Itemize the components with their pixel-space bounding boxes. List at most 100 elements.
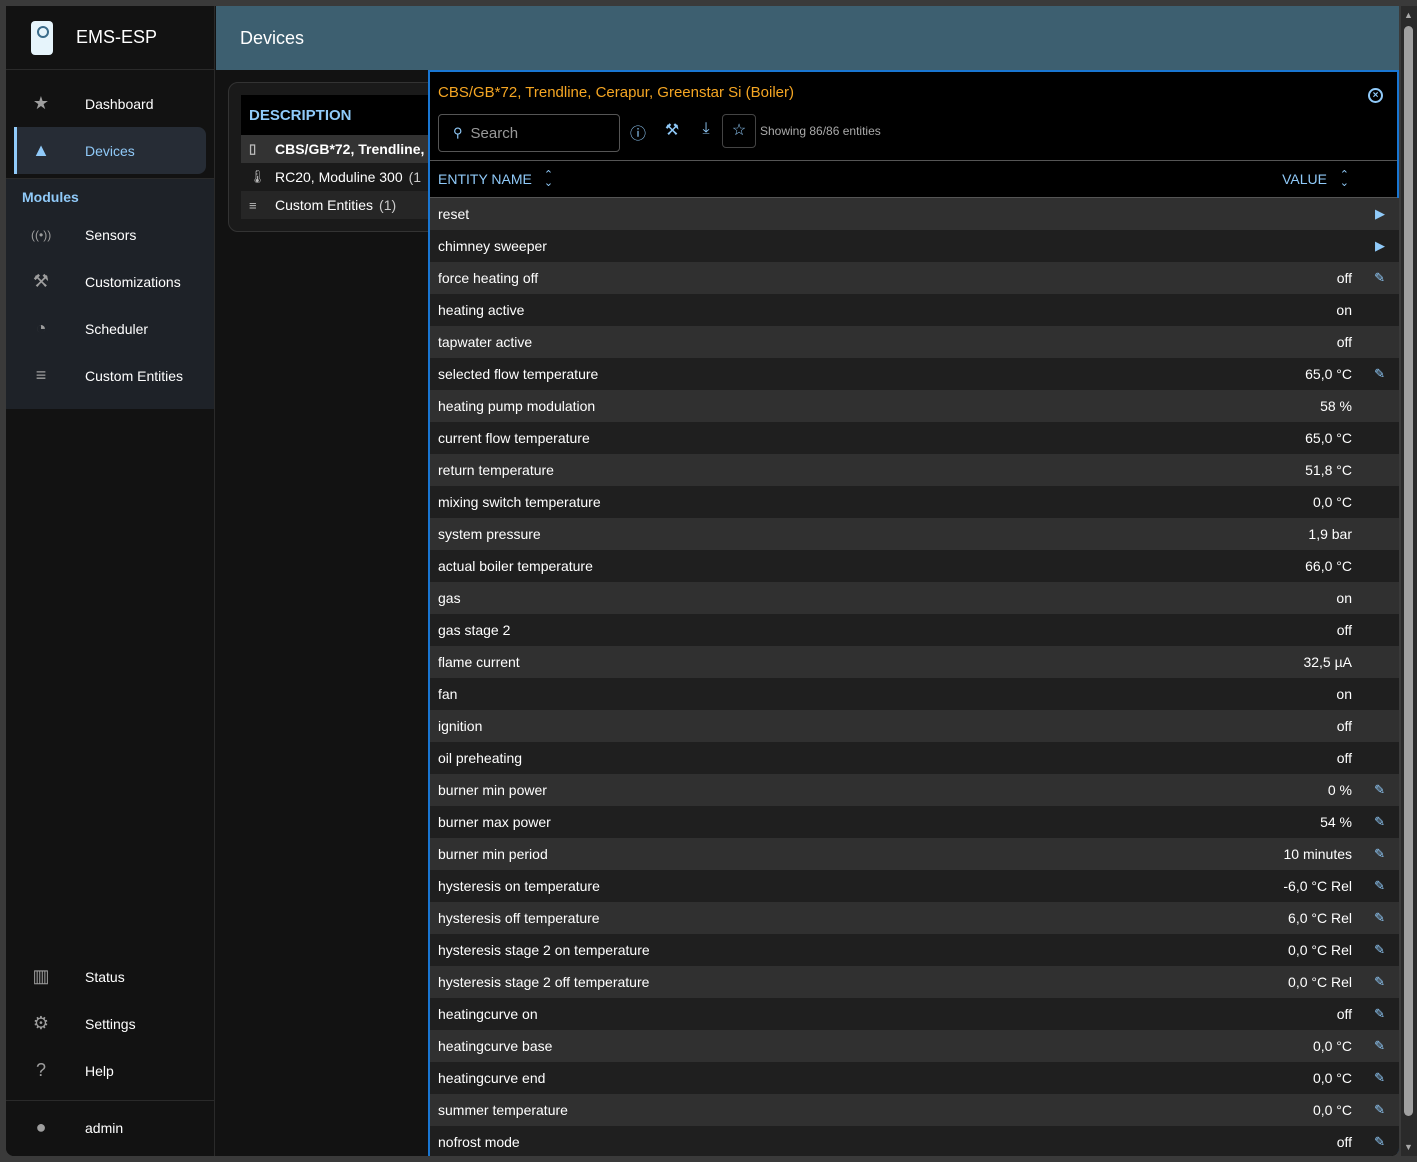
edit-icon[interactable]: ✎ xyxy=(1374,270,1385,285)
entity-value: off xyxy=(1336,334,1352,350)
table-row[interactable]: tapwater active off xyxy=(430,326,1399,358)
table-row[interactable]: heatingcurve on off ✎ xyxy=(430,998,1399,1030)
table-row[interactable]: reset ▶ xyxy=(430,198,1399,230)
edit-icon[interactable]: ✎ xyxy=(1374,1070,1385,1085)
search-input[interactable] xyxy=(470,124,601,142)
entity-value: 51,8 °C xyxy=(1305,462,1352,478)
entity-value: 65,0 °C xyxy=(1305,366,1352,382)
sidebar-item-label: Help xyxy=(85,1062,114,1079)
sidebar-item-help[interactable]: ? Help xyxy=(6,1047,215,1094)
sidebar-item-label: Status xyxy=(85,968,125,985)
schedule-add-icon: ◔ xyxy=(35,318,47,338)
entity-value: 0,0 °C Rel xyxy=(1288,974,1352,990)
table-row[interactable]: oil preheating off xyxy=(430,742,1399,774)
entity-name: gas stage 2 xyxy=(438,622,511,638)
table-row[interactable]: ignition off xyxy=(430,710,1399,742)
edit-icon[interactable]: ✎ xyxy=(1374,878,1385,893)
table-row[interactable]: gas stage 2 off xyxy=(430,614,1399,646)
table-row[interactable]: flame current 32,5 µA xyxy=(430,646,1399,678)
scroll-down-icon[interactable]: ▼ xyxy=(1404,1142,1413,1152)
table-row[interactable]: hysteresis stage 2 off temperature 0,0 °C… xyxy=(430,966,1399,998)
scrollbar[interactable]: ▲ ▼ xyxy=(1401,6,1417,1156)
scroll-up-icon[interactable]: ▲ xyxy=(1404,10,1413,20)
table-row[interactable]: hysteresis stage 2 on temperature 0,0 °C … xyxy=(430,934,1399,966)
play-icon[interactable]: ▶ xyxy=(1375,238,1385,253)
table-row[interactable]: force heating off off ✎ xyxy=(430,262,1399,294)
table-row[interactable]: burner min power 0 % ✎ xyxy=(430,774,1399,806)
table-row[interactable]: fan on xyxy=(430,678,1399,710)
entity-value: off xyxy=(1336,718,1352,734)
panel-title: CBS/GB*72, Trendline, Cerapur, Greenstar… xyxy=(438,84,794,101)
tools-icon[interactable]: ⚒ xyxy=(664,122,680,139)
bottom-nav: ▥ Status ⚙ Settings ? Help ● admin xyxy=(6,953,215,1154)
entity-value: 0,0 °C xyxy=(1312,494,1352,510)
entity-name: force heating off xyxy=(438,270,539,286)
device-row-custom-entities[interactable]: ≡ Custom Entities (1) xyxy=(241,191,451,219)
search-field[interactable]: ⚲ xyxy=(438,114,620,152)
edit-icon[interactable]: ✎ xyxy=(1374,846,1385,861)
device-row-thermostat[interactable]: 🌡 RC20, Moduline 300 (1 xyxy=(241,163,451,191)
sidebar-item-sensors[interactable]: ((•)) Sensors xyxy=(6,211,214,258)
table-row[interactable]: selected flow temperature 65,0 °C ✎ xyxy=(430,358,1399,390)
entity-name: selected flow temperature xyxy=(438,366,599,382)
sidebar-item-scheduler[interactable]: ◔ Scheduler xyxy=(6,305,214,352)
table-row[interactable]: hysteresis on temperature -6,0 °C Rel ✎ xyxy=(430,870,1399,902)
value-header[interactable]: VALUE xyxy=(1282,171,1327,187)
sort-icon[interactable]: ⌃ ⌄ xyxy=(1339,169,1349,189)
edit-icon[interactable]: ✎ xyxy=(1374,1134,1385,1149)
sidebar-item-dashboard[interactable]: ★ Dashboard xyxy=(6,80,214,127)
table-row[interactable]: system pressure 1,9 bar xyxy=(430,518,1399,550)
table-row[interactable]: mixing switch temperature 0,0 °C xyxy=(430,486,1399,518)
sort-icon[interactable]: ⌃ ⌄ xyxy=(543,169,554,189)
edit-icon[interactable]: ✎ xyxy=(1374,942,1385,957)
close-icon[interactable]: × xyxy=(1368,88,1383,103)
description-header[interactable]: DESCRIPTION xyxy=(241,95,451,135)
edit-icon[interactable]: ✎ xyxy=(1374,366,1385,381)
table-row[interactable]: chimney sweeper ▶ xyxy=(430,230,1399,262)
table-row[interactable]: heating pump modulation 58 % xyxy=(430,390,1399,422)
table-row[interactable]: burner min period 10 minutes ✎ xyxy=(430,838,1399,870)
scrollbar-thumb[interactable] xyxy=(1404,26,1413,1116)
info-icon[interactable]: ⓘ xyxy=(629,126,646,143)
table-row[interactable]: heatingcurve base 0,0 °C ✎ xyxy=(430,1030,1399,1062)
table-row[interactable]: actual boiler temperature 66,0 °C xyxy=(430,550,1399,582)
table-row[interactable]: burner max power 54 % ✎ xyxy=(430,806,1399,838)
edit-icon[interactable]: ✎ xyxy=(1374,1006,1385,1021)
edit-icon[interactable]: ✎ xyxy=(1374,814,1385,829)
sidebar-item-status[interactable]: ▥ Status xyxy=(6,953,215,1000)
table-row[interactable]: current flow temperature 65,0 °C xyxy=(430,422,1399,454)
entity-name-header[interactable]: ENTITY NAME xyxy=(438,171,532,187)
play-icon[interactable]: ▶ xyxy=(1375,206,1385,221)
entity-name: chimney sweeper xyxy=(438,238,547,254)
download-icon[interactable]: ⤓ xyxy=(702,120,710,137)
modules-header: Modules xyxy=(22,189,79,205)
sidebar-item-devices[interactable]: ▲ Devices xyxy=(14,127,206,174)
edit-icon[interactable]: ✎ xyxy=(1374,1102,1385,1117)
entity-name: heatingcurve on xyxy=(438,1006,538,1022)
table-row[interactable]: nofrost mode off ✎ xyxy=(430,1126,1399,1156)
edit-icon[interactable]: ✎ xyxy=(1374,1038,1385,1053)
table-row[interactable]: heatingcurve end 0,0 °C ✎ xyxy=(430,1062,1399,1094)
table-row[interactable]: hysteresis off temperature 6,0 °C Rel ✎ xyxy=(430,902,1399,934)
entity-value: off xyxy=(1336,1006,1352,1022)
entity-value: off xyxy=(1336,622,1352,638)
sidebar-item-customizations[interactable]: ⚒ Customizations xyxy=(6,258,214,305)
entity-value: 0 % xyxy=(1327,782,1352,798)
edit-icon[interactable]: ✎ xyxy=(1374,910,1385,925)
entity-name: summer temperature xyxy=(438,1102,568,1118)
entity-count: Showing 86/86 entities xyxy=(760,124,881,138)
table-row[interactable]: heating active on xyxy=(430,294,1399,326)
device-row-boiler[interactable]: ▯ CBS/GB*72, Trendline, xyxy=(241,135,451,163)
sidebar-item-custom-entities[interactable]: ≡ Custom Entities xyxy=(6,352,214,399)
user-account[interactable]: ● admin xyxy=(6,1100,215,1154)
sidebar-item-settings[interactable]: ⚙ Settings xyxy=(6,1000,215,1047)
entity-name: heating active xyxy=(438,302,525,318)
page-title: Devices xyxy=(240,27,305,48)
table-row[interactable]: return temperature 51,8 °C xyxy=(430,454,1399,486)
table-row[interactable]: summer temperature 0,0 °C ✎ xyxy=(430,1094,1399,1126)
edit-icon[interactable]: ✎ xyxy=(1374,782,1385,797)
favorite-filter-button[interactable]: ☆ xyxy=(722,114,756,148)
entity-value: off xyxy=(1336,270,1352,286)
table-row[interactable]: gas on xyxy=(430,582,1399,614)
edit-icon[interactable]: ✎ xyxy=(1374,974,1385,989)
